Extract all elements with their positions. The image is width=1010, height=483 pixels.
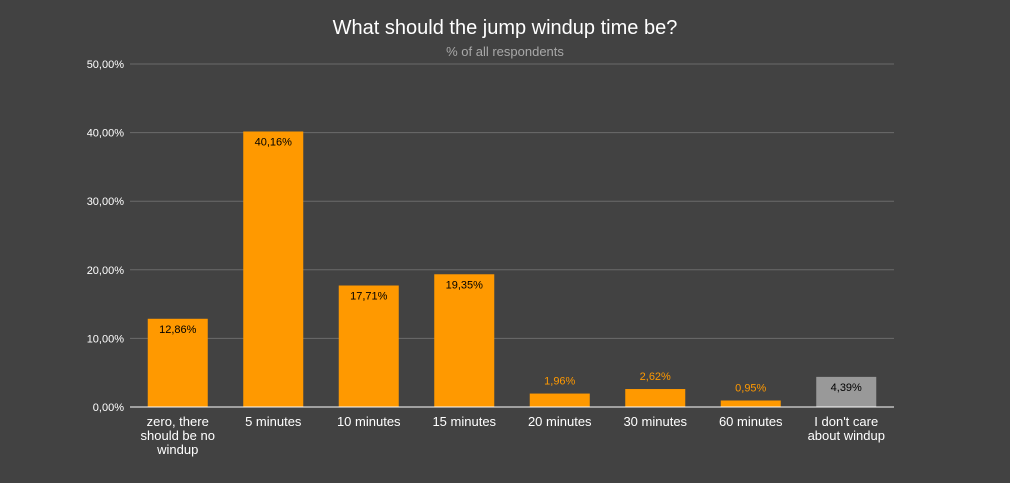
bars xyxy=(147,131,877,408)
data-label: 1,96% xyxy=(544,376,575,388)
data-label: 0,95% xyxy=(735,382,766,394)
x-tick-label: 15 minutes xyxy=(432,414,496,429)
y-tick-label: 40,00% xyxy=(87,128,125,140)
chart-title: What should the jump windup time be? xyxy=(333,17,678,39)
bar xyxy=(720,400,781,407)
data-label: 40,16% xyxy=(255,137,293,149)
data-label: 19,35% xyxy=(446,279,484,291)
data-label: 4,39% xyxy=(831,382,862,394)
x-tick-label: I don't care about windup xyxy=(808,414,885,443)
x-tick-label: 5 minutes xyxy=(245,414,302,429)
y-tick-label: 0,00% xyxy=(93,402,124,414)
bar xyxy=(338,285,399,407)
x-tick-label: 30 minutes xyxy=(623,414,687,429)
y-tick-label: 50,00% xyxy=(87,59,125,71)
bar xyxy=(147,318,208,407)
x-tick-label: 10 minutes xyxy=(337,414,401,429)
data-label: 17,71% xyxy=(350,291,388,303)
bar xyxy=(529,393,590,407)
chart-subtitle: % of all respondents xyxy=(446,44,564,59)
bar xyxy=(625,389,686,407)
axes: 0,00% 10,00% 20,00% 30,00% 40,00% 50,00% zero,… xyxy=(87,59,894,457)
bar xyxy=(243,131,304,408)
bar xyxy=(434,274,495,407)
bar xyxy=(816,376,877,407)
x-tick-label: 20 minutes xyxy=(528,414,592,429)
y-tick-label: 10,00% xyxy=(87,333,125,345)
data-label: 2,62% xyxy=(640,371,671,383)
x-tick-label: 60 minutes xyxy=(719,414,783,429)
data-label: 12,86% xyxy=(159,324,197,336)
x-tick-label: zero, there should be no windup xyxy=(141,414,215,457)
y-tick-label: 30,00% xyxy=(87,196,125,208)
data-labels: 12,86% 40,16% 17,71% 19,35% 1,96% 2,62% 0,95% 4… xyxy=(159,137,862,395)
y-tick-label: 20,00% xyxy=(87,265,125,277)
